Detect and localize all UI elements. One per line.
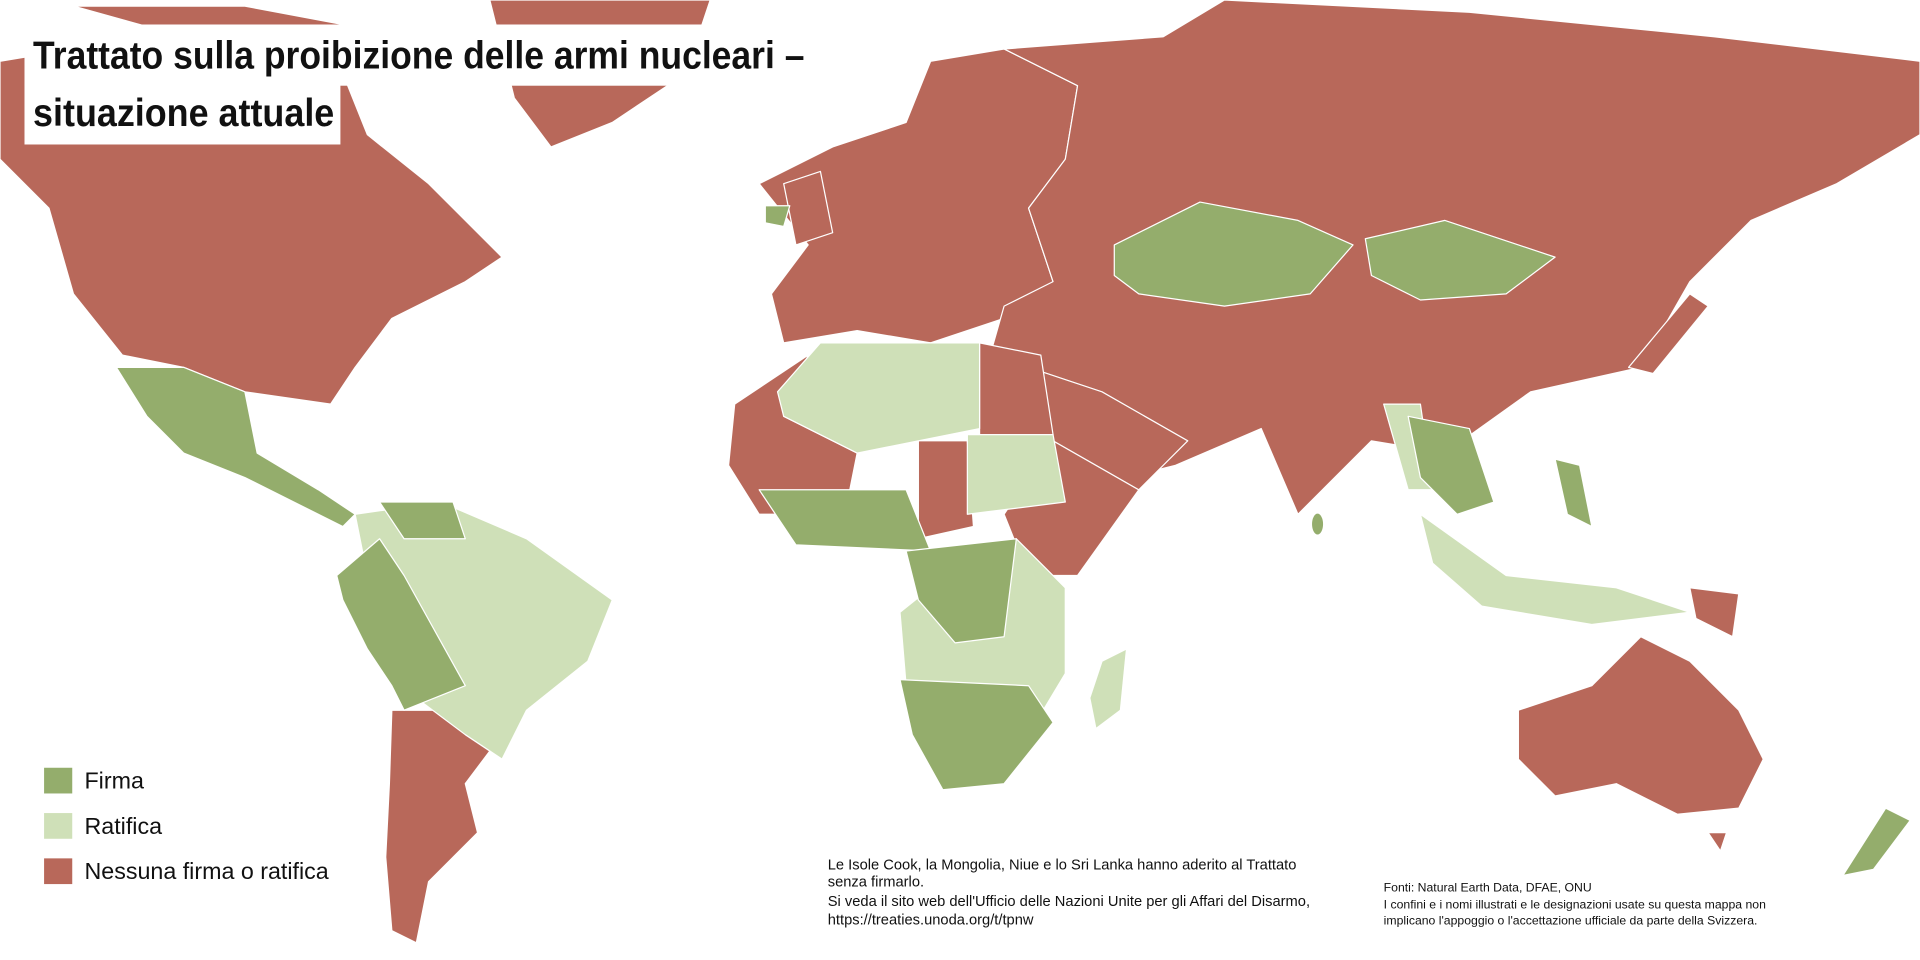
indonesia — [1419, 513, 1691, 626]
legend-swatch — [44, 858, 73, 885]
legend-label: Nessuna firma o ratifica — [84, 858, 328, 884]
tasmania — [1707, 832, 1728, 852]
sources: Fonti: Natural Earth Data, DFAE, ONU I c… — [1384, 880, 1766, 927]
madagascar — [1089, 648, 1128, 730]
note-line: senza firmarlo. — [828, 875, 924, 891]
note-line: Le Isole Cook, la Mongolia, Niue e lo Sr… — [828, 857, 1297, 873]
ireland — [764, 205, 791, 228]
united-kingdom — [783, 170, 834, 246]
title-background — [24, 83, 341, 145]
north-africa — [776, 342, 981, 454]
sudan — [966, 434, 1066, 515]
note: Le Isole Cook, la Mongolia, Niue e lo Sr… — [828, 857, 1310, 928]
new-zealand — [1842, 807, 1911, 877]
legend-swatch — [44, 813, 73, 839]
southern-africa — [899, 678, 1054, 791]
legend: Firma Ratifica Nessuna firma o ratifica — [44, 767, 329, 885]
andes — [336, 538, 466, 711]
legend-label: Firma — [84, 768, 143, 794]
sri-lanka — [1310, 512, 1325, 536]
title: situazione attuale — [33, 92, 334, 135]
sources-line: I confini e i nomi illustrati e le desig… — [1384, 898, 1766, 912]
title-background — [24, 24, 809, 86]
mexico-central-america — [115, 366, 356, 528]
kazakhstan — [1113, 201, 1354, 307]
west-africa — [758, 489, 932, 552]
chad — [917, 440, 975, 540]
japan — [1627, 293, 1709, 375]
australia — [1517, 636, 1764, 815]
indochina — [1407, 415, 1495, 515]
legend-swatch — [44, 767, 73, 794]
mongolia — [1364, 219, 1556, 301]
sources-line: Fonti: Natural Earth Data, DFAE, ONU — [1384, 880, 1592, 894]
note-line: Si veda il sito web dell'Ufficio delle N… — [828, 894, 1310, 910]
legend-label: Ratifica — [84, 813, 162, 839]
title: Trattato sulla proibizione delle armi nu… — [33, 35, 804, 78]
philippines — [1554, 458, 1593, 528]
congo — [905, 538, 1017, 644]
venezuela — [378, 501, 466, 540]
papua-new-guinea — [1689, 587, 1740, 638]
note-line: https://treaties.unoda.org/t/tpnw — [828, 912, 1034, 928]
sources-line: implicano l'appoggio o l'accettazione uf… — [1384, 913, 1758, 927]
